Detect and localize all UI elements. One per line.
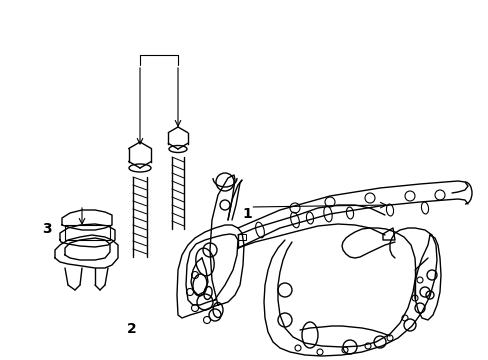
Text: 3: 3: [41, 222, 51, 235]
Bar: [65, 225, 110, 240]
Text: 1: 1: [242, 207, 251, 221]
Text: 2: 2: [127, 323, 137, 336]
Bar: [238, 234, 245, 240]
